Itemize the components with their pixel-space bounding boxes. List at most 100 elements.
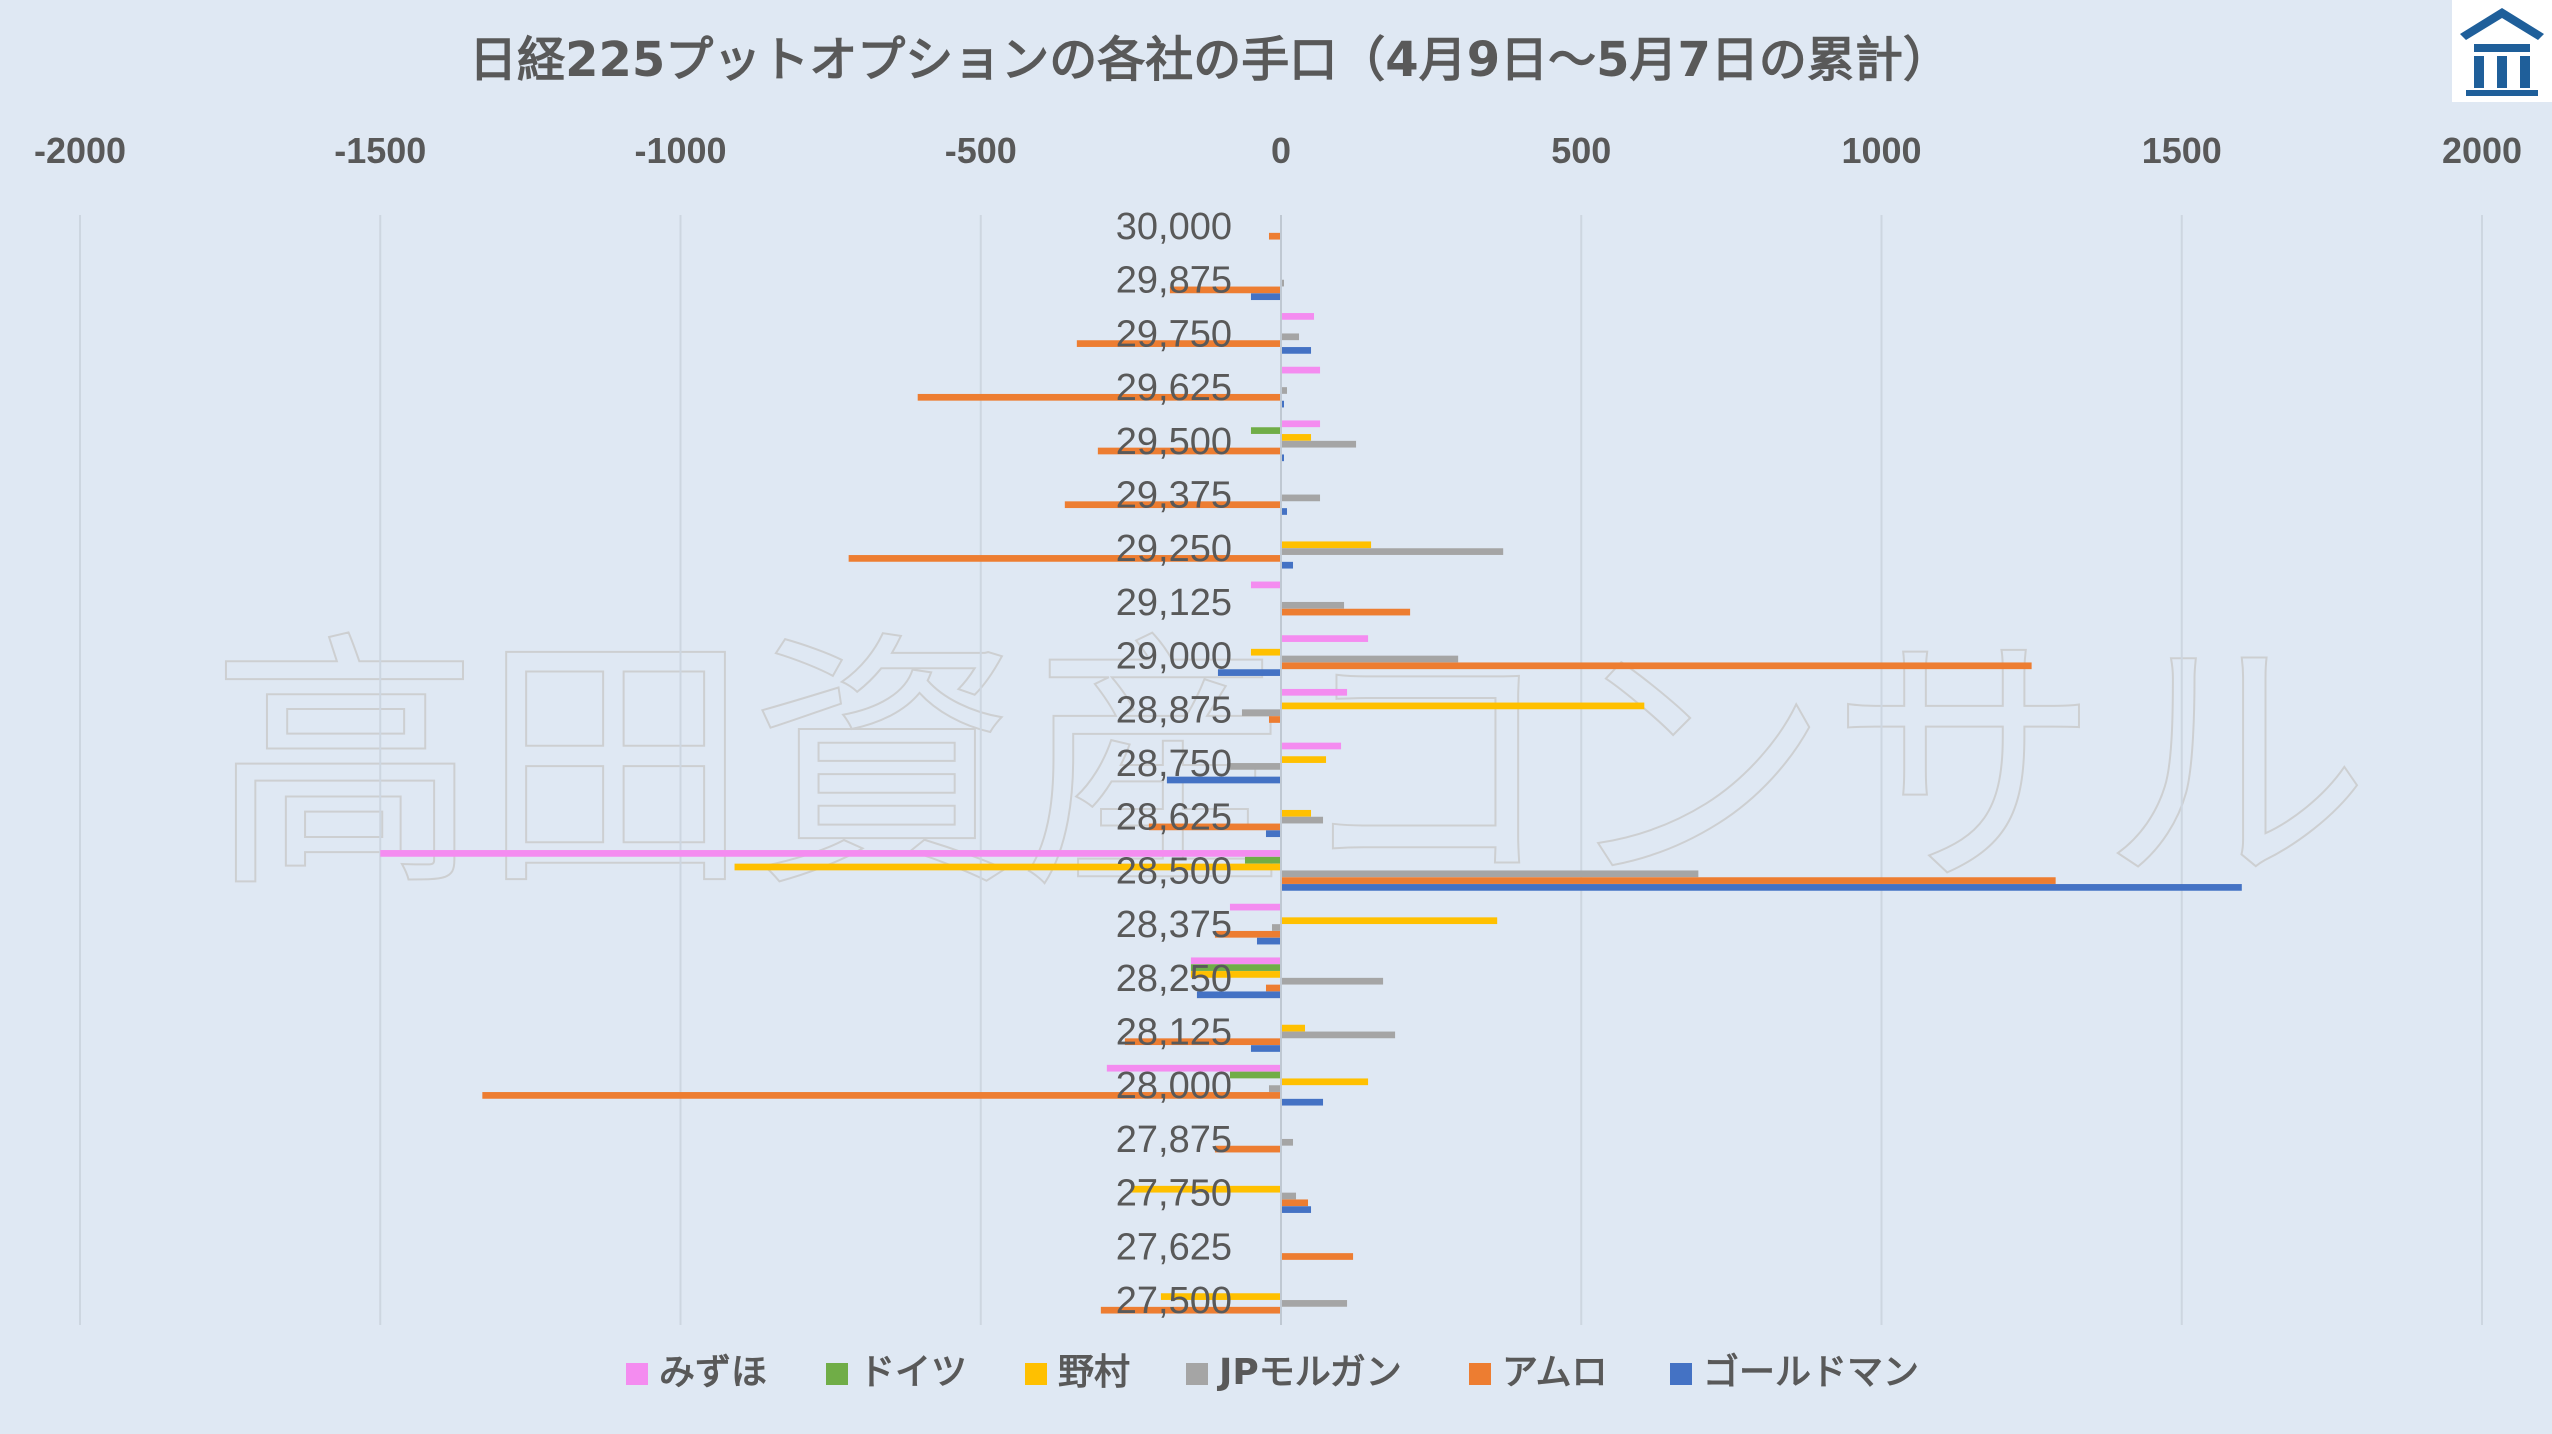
bar-5-6 xyxy=(1064,501,1281,509)
bar-1-9 xyxy=(1281,635,1369,642)
bar-1-3 xyxy=(1281,313,1315,320)
legend-swatch-2 xyxy=(826,1363,848,1385)
company-logo xyxy=(2452,0,2552,102)
bar-1-8 xyxy=(1250,581,1281,589)
bar-6-3 xyxy=(1281,347,1312,354)
x-tick-label: 500 xyxy=(1551,130,1611,171)
category-label: 28,750 xyxy=(1116,743,1232,785)
category-label: 28,375 xyxy=(1116,904,1232,946)
x-tick-label: 1000 xyxy=(1841,130,1921,171)
bar-5-19 xyxy=(1281,1199,1309,1207)
bar-3-5 xyxy=(1281,434,1312,441)
category-label: 29,750 xyxy=(1116,313,1232,355)
legend-label-3: 野村 xyxy=(1058,1352,1130,1393)
chart-title: 日経225プットオプションの各社の手口（4月9日～5月7日の累計） xyxy=(469,32,1951,88)
category-label: 28,000 xyxy=(1116,1065,1232,1107)
bar-4-19 xyxy=(1281,1192,1297,1200)
bar-5-2 xyxy=(1169,286,1281,294)
bar-4-16 xyxy=(1281,1031,1396,1039)
bar-4-17 xyxy=(1268,1085,1281,1092)
bar-5-9 xyxy=(1281,662,2032,670)
bar-5-15 xyxy=(1265,984,1281,992)
category-label: 29,875 xyxy=(1116,260,1232,302)
bar-6-17 xyxy=(1281,1098,1324,1106)
legend-label-2: ドイツ xyxy=(859,1352,967,1393)
bar-4-3 xyxy=(1281,333,1300,341)
legend-swatch-5 xyxy=(1469,1363,1491,1385)
bar-4-5 xyxy=(1281,440,1357,448)
bar-4-21 xyxy=(1281,1300,1348,1307)
legend-swatch-3 xyxy=(1025,1363,1047,1385)
bar-2-13 xyxy=(1244,856,1281,864)
bar-3-17 xyxy=(1281,1078,1369,1086)
bar-3-10 xyxy=(1281,702,1645,710)
bar-6-19 xyxy=(1281,1206,1312,1213)
legend-swatch-6 xyxy=(1670,1363,1692,1385)
bar-3-16 xyxy=(1281,1024,1306,1032)
x-tick-label: -1000 xyxy=(634,130,726,171)
bar-1-10 xyxy=(1281,688,1348,696)
bar-5-18 xyxy=(1214,1145,1281,1153)
category-label: 28,125 xyxy=(1116,1012,1232,1054)
bar-6-16 xyxy=(1250,1045,1281,1052)
bar-1-15 xyxy=(1190,957,1281,965)
category-label: 28,875 xyxy=(1116,689,1232,731)
category-label: 27,625 xyxy=(1116,1226,1232,1268)
bar-6-6 xyxy=(1281,508,1288,515)
bar-6-12 xyxy=(1265,830,1281,838)
bar-6-13 xyxy=(1281,884,2242,891)
bar-5-20 xyxy=(1281,1253,1354,1260)
bar-3-12 xyxy=(1281,809,1312,817)
bar-6-4 xyxy=(1281,400,1285,408)
category-label: 29,375 xyxy=(1116,475,1232,517)
category-label: 28,250 xyxy=(1116,958,1232,1000)
category-label: 28,625 xyxy=(1116,797,1232,839)
bar-1-11 xyxy=(1281,742,1342,750)
bar-2-15 xyxy=(1190,964,1281,971)
bar-1-4 xyxy=(1281,366,1321,374)
bar-1-5 xyxy=(1281,420,1321,428)
category-label: 29,125 xyxy=(1116,582,1232,624)
bar-5-14 xyxy=(1214,930,1281,938)
bar-5-16 xyxy=(1124,1038,1281,1046)
bar-1-17 xyxy=(1106,1064,1281,1072)
bar-3-19 xyxy=(1130,1185,1281,1193)
bar-3-13 xyxy=(734,863,1281,871)
bar-6-7 xyxy=(1281,561,1294,569)
bar-6-5 xyxy=(1281,454,1285,462)
bar-3-11 xyxy=(1281,756,1327,763)
bar-5-13 xyxy=(1281,877,2056,884)
bar-6-14 xyxy=(1256,937,1281,945)
category-label: 27,750 xyxy=(1116,1173,1232,1215)
bar-4-10 xyxy=(1241,709,1281,717)
x-tick-label: 2000 xyxy=(2442,130,2522,171)
bar-3-15 xyxy=(1190,971,1281,978)
bar-4-4 xyxy=(1281,387,1288,394)
x-tick-label: 0 xyxy=(1271,130,1291,171)
legend-label-4: JPモルガン xyxy=(1216,1352,1402,1393)
bar-4-8 xyxy=(1281,601,1345,609)
bar-4-13 xyxy=(1281,870,1699,878)
category-label: 29,000 xyxy=(1116,636,1232,678)
bar-3-9 xyxy=(1250,648,1281,656)
bar-4-11 xyxy=(1226,763,1281,770)
bar-4-6 xyxy=(1281,494,1321,502)
bar-5-7 xyxy=(848,555,1281,562)
bar-5-12 xyxy=(1148,823,1281,831)
category-label: 29,500 xyxy=(1116,421,1232,463)
bar-4-12 xyxy=(1281,816,1324,824)
bar-4-2 xyxy=(1281,279,1285,287)
category-label: 27,875 xyxy=(1116,1119,1232,1161)
bar-4-14 xyxy=(1271,924,1281,931)
bar-3-21 xyxy=(1160,1293,1281,1300)
bar-4-15 xyxy=(1281,977,1384,985)
bar-6-15 xyxy=(1196,991,1281,999)
category-label: 29,625 xyxy=(1116,367,1232,409)
bar-1-13 xyxy=(380,850,1281,857)
bar-5-21 xyxy=(1100,1306,1281,1314)
bar-5-3 xyxy=(1076,340,1281,347)
bar-6-11 xyxy=(1166,776,1281,784)
bar-2-5 xyxy=(1250,427,1281,434)
x-tick-label: 1500 xyxy=(2142,130,2222,171)
